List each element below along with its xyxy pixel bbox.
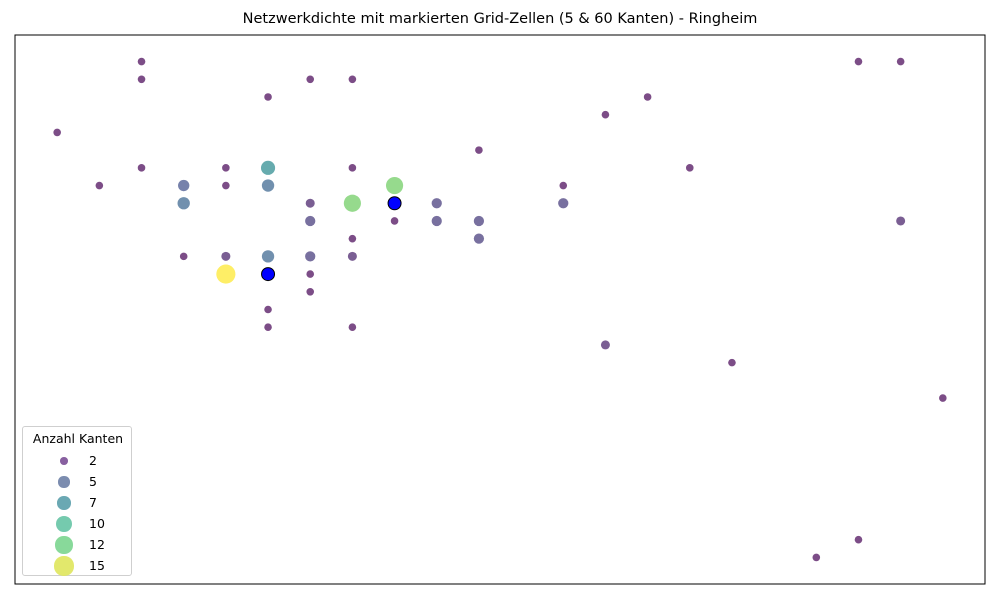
data-point [343,194,361,212]
highlighted-cell-point [387,196,402,211]
data-point [221,251,231,261]
data-point [260,160,276,175]
data-point [95,181,104,190]
data-point [385,176,404,195]
data-point [348,323,357,332]
data-point [475,146,483,154]
data-point [728,358,736,367]
data-point [222,164,230,172]
data-point [473,215,485,227]
data-point [264,305,272,314]
legend-entry: 2 [23,451,133,471]
data-point [305,215,316,227]
data-point [179,252,188,261]
data-point [854,535,863,544]
data-point [812,553,821,562]
legend-marker [54,556,74,576]
legend-marker [57,496,71,510]
data-point [558,198,569,209]
data-point [896,57,905,66]
data-point [348,75,357,84]
legend-entry: 10 [23,514,133,534]
data-point [939,394,947,402]
legend-entry: 5 [23,472,133,492]
legend-label: 15 [89,558,105,573]
data-point [261,250,275,263]
plot-frame [14,34,986,585]
data-point [390,217,399,225]
data-point [306,287,315,296]
data-point [347,251,357,261]
data-point [348,234,357,243]
data-point [216,264,236,284]
data-point [431,198,442,209]
legend-marker [56,516,72,532]
data-point [177,197,190,210]
data-point [306,270,315,278]
legend-label: 5 [89,474,97,489]
legend-label: 12 [89,537,105,552]
legend-entry: 12 [23,535,133,555]
data-point [178,179,190,192]
data-point [854,57,863,66]
data-point [348,164,357,172]
legend-title: Anzahl Kanten [32,431,124,446]
data-point [305,198,315,208]
legend-label: 10 [89,516,105,531]
data-point [306,75,315,84]
legend-marker [60,457,68,465]
data-point [137,164,146,172]
data-point [601,110,610,119]
highlighted-cell-point [261,267,276,282]
data-point [264,93,272,101]
data-point [559,181,568,190]
data-point [53,128,61,137]
data-point [137,75,146,84]
legend-label: 2 [89,453,97,468]
size-legend: Anzahl Kanten 2 5 7 10 12 15 [22,426,132,576]
chart-title: Netzwerkdichte mit markierten Grid-Zelle… [242,11,758,27]
data-point [896,216,906,226]
data-point [685,164,694,172]
legend-marker [58,476,70,488]
legend-entry: 15 [23,556,133,576]
data-point [261,179,275,192]
data-point [431,215,442,227]
data-point [137,57,146,66]
data-point [473,233,485,244]
data-point [264,323,272,332]
data-point [600,340,610,350]
data-point [643,93,652,101]
legend-label: 7 [89,495,97,510]
points-layer [53,57,947,562]
data-point [222,181,230,190]
data-point [305,251,316,262]
legend-marker [55,536,73,554]
legend-entry: 7 [23,493,133,513]
